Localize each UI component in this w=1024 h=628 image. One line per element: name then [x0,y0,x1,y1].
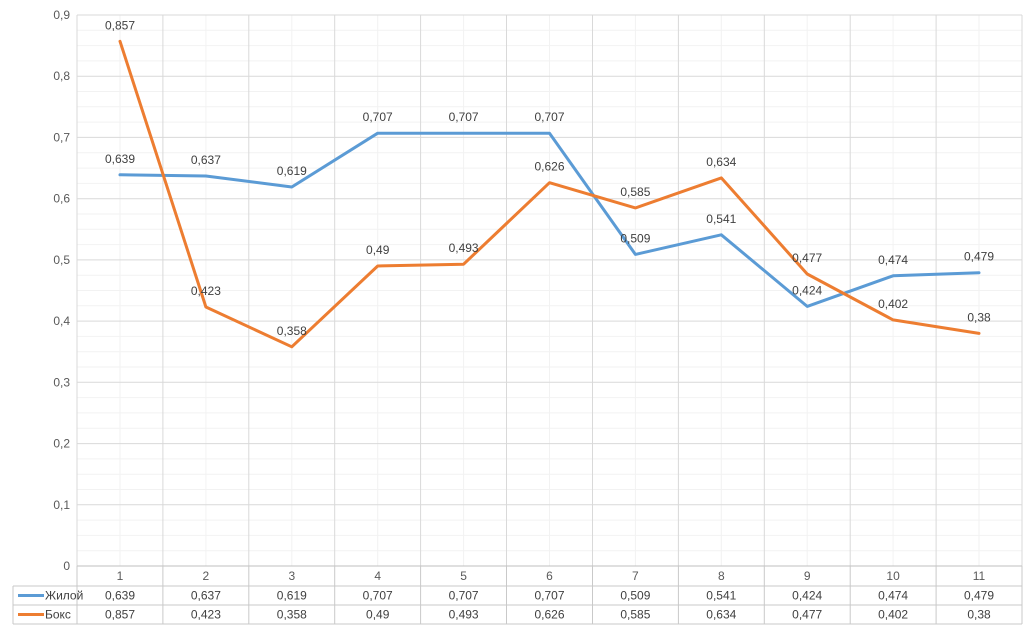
table-cell-value: 0,585 [620,608,650,622]
x-tick-label: 6 [546,569,553,583]
table-cell-value: 0,474 [878,589,908,603]
legend-label: Жилой [45,589,83,603]
x-tick-label: 8 [718,569,725,583]
data-label: 0,402 [878,297,908,311]
series-line-0 [118,131,981,308]
data-label: 0,424 [792,283,822,297]
table-cell-value: 0,477 [792,608,822,622]
series-line-1 [118,39,981,349]
y-tick-label: 0,1 [53,498,70,512]
y-tick-label: 0,2 [53,437,70,451]
y-tick-label: 0 [63,559,70,573]
x-tick-label: 11 [973,569,986,583]
y-tick-label: 0,9 [53,8,70,22]
x-tick-label: 2 [203,569,210,583]
data-label: 0,639 [105,152,135,166]
y-tick-label: 0,4 [53,314,70,328]
table-cell-value: 0,634 [706,608,736,622]
data-label: 0,707 [449,110,479,124]
table-cell-value: 0,423 [191,608,221,622]
table-cell-value: 0,402 [878,608,908,622]
table-cell-value: 0,509 [620,589,650,603]
table-cell-value: 0,541 [706,589,736,603]
x-tick-label: 1 [117,569,124,583]
table-cell-value: 0,619 [277,589,307,603]
data-label: 0,619 [277,164,307,178]
x-tick-label: 4 [374,569,381,583]
table-cell-value: 0,707 [363,589,393,603]
data-label: 0,637 [191,153,221,167]
table-cell-value: 0,639 [105,589,135,603]
data-label: 0,707 [534,110,564,124]
table-cell-value: 0,424 [792,589,822,603]
x-tick-label: 7 [632,569,639,583]
data-label: 0,423 [191,284,221,298]
table-cell-value: 0,358 [277,608,307,622]
data-label: 0,38 [967,310,991,324]
table-cell-value: 0,857 [105,608,135,622]
data-label: 0,585 [620,185,650,199]
data-label: 0,857 [105,18,135,32]
table-cell-value: 0,707 [449,589,479,603]
data-label: 0,479 [964,250,994,264]
x-tick-label: 5 [460,569,467,583]
table-cell-value: 0,493 [449,608,479,622]
x-tick-label: 3 [288,569,295,583]
y-tick-label: 0,8 [53,69,70,83]
table-cell-value: 0,479 [964,589,994,603]
data-label: 0,626 [534,160,564,174]
table-cell-value: 0,637 [191,589,221,603]
data-label: 0,474 [878,253,908,267]
data-label: 0,509 [620,231,650,245]
data-label: 0,634 [706,155,736,169]
y-tick-label: 0,7 [53,130,70,144]
data-label: 0,707 [363,110,393,124]
table-cell-value: 0,38 [967,608,991,622]
data-label: 0,541 [706,212,736,226]
x-tick-label: 10 [886,569,900,583]
data-label: 0,49 [366,243,390,257]
table-cell-value: 0,626 [534,608,564,622]
legend-label: Бокс [45,608,71,622]
data-label: 0,477 [792,251,822,265]
table-cell-value: 0,49 [366,608,390,622]
data-label: 0,493 [449,241,479,255]
y-tick-label: 0,5 [53,253,70,267]
data-label: 0,358 [277,324,307,338]
y-tick-label: 0,3 [53,375,70,389]
x-tick-label: 9 [804,569,811,583]
table-cell-value: 0,707 [534,589,564,603]
y-tick-label: 0,6 [53,192,70,206]
